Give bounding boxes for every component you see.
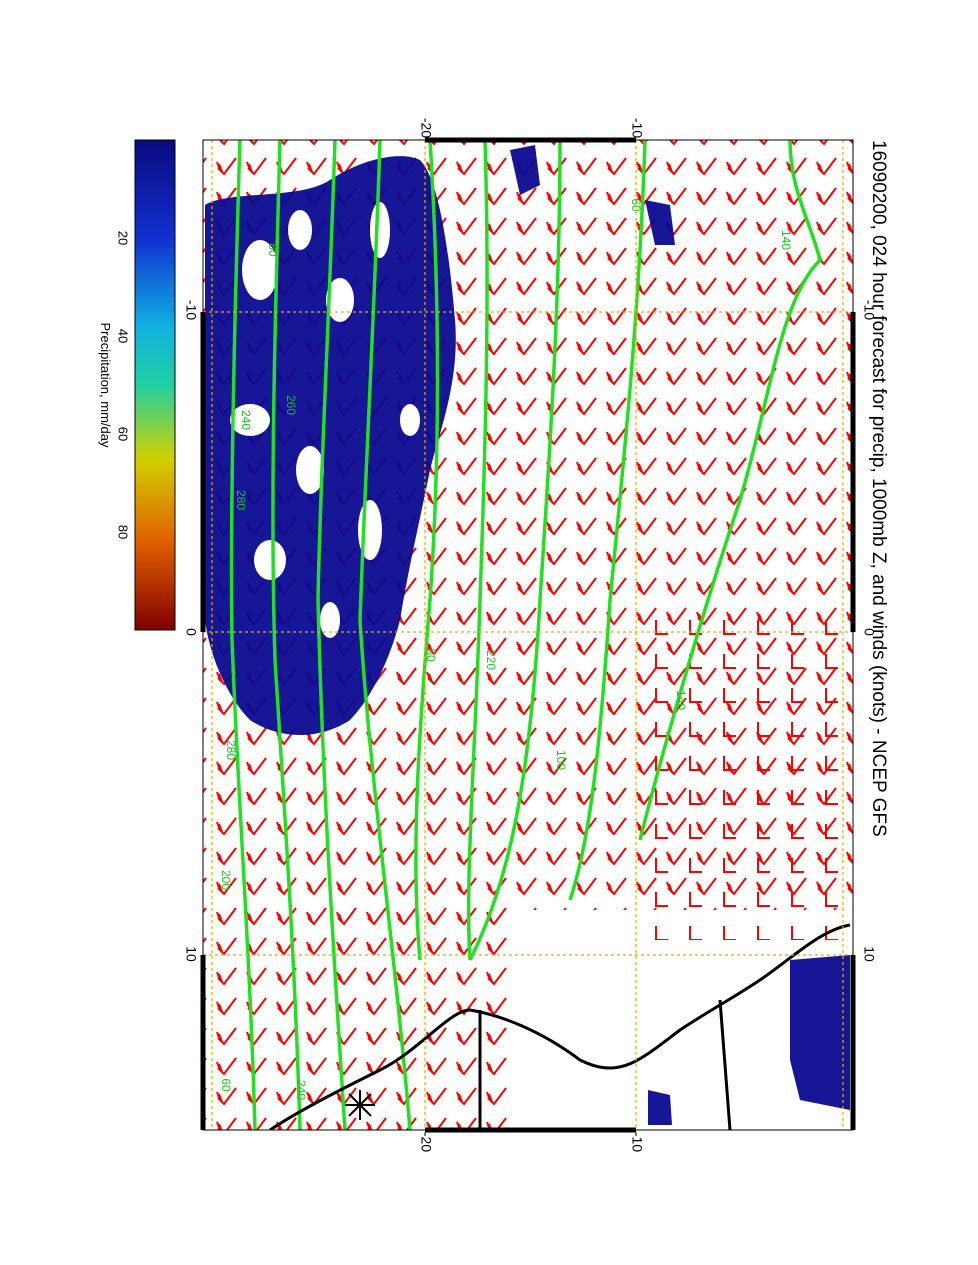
wind-barbs-light <box>640 620 853 940</box>
contour-label: 80 <box>424 648 438 662</box>
latitude-tick-label: -20 <box>418 118 434 138</box>
longitude-tick-label: 10 <box>861 946 877 962</box>
latitude-ticks-top: -20 -10 <box>418 118 645 138</box>
contour-label: 200 <box>219 870 233 890</box>
colorbar-gradient <box>134 139 176 631</box>
latitude-tick-label: -20 <box>418 1132 434 1152</box>
contour-label: 60 <box>629 198 643 212</box>
longitude-ticks-right: -10 0 10 <box>861 300 877 962</box>
longitude-tick-label: 0 <box>183 628 199 636</box>
colorbar-tick-label: 80 <box>116 525 131 539</box>
contour-label: 220 <box>484 650 498 670</box>
contour-label: 240 <box>294 1080 308 1100</box>
contour-label: 140 <box>779 230 793 250</box>
longitude-tick-label: -10 <box>183 300 199 320</box>
height-contours <box>229 140 822 1130</box>
longitude-ticks-left: -10 0 10 <box>183 300 199 962</box>
contour-label: 100 <box>554 750 568 770</box>
contour-labels: 80 240 260 280 140 100 60 80 280 140 60 200 240 220 <box>219 198 793 1100</box>
colorbar-tick-label: 60 <box>116 427 131 441</box>
contour-label: 240 <box>239 410 253 430</box>
coastline <box>269 923 851 1130</box>
latitude-tick-label: -10 <box>629 118 645 138</box>
precipitation-area <box>205 145 850 1125</box>
longitude-tick-label: -10 <box>861 300 877 320</box>
longitude-tick-label: 0 <box>861 628 877 636</box>
contour-label: 280 <box>224 740 238 760</box>
contour-label: 140 <box>674 690 688 710</box>
station-marker-icon <box>345 1090 375 1120</box>
grid-lines <box>203 140 853 1130</box>
contour-label: 280 <box>234 490 248 510</box>
colorbar-tick-label: 40 <box>116 329 131 343</box>
longitude-tick-label: 10 <box>183 946 199 962</box>
contour-label: 60 <box>219 1078 233 1092</box>
frame-segments <box>200 137 856 1133</box>
colorbar-tick-label: 20 <box>116 231 131 245</box>
latitude-ticks-bottom: -20 -10 <box>418 1132 645 1152</box>
latitude-tick-label: -10 <box>629 1132 645 1152</box>
contour-label: 260 <box>284 395 298 415</box>
contour-label: 80 <box>266 243 280 257</box>
